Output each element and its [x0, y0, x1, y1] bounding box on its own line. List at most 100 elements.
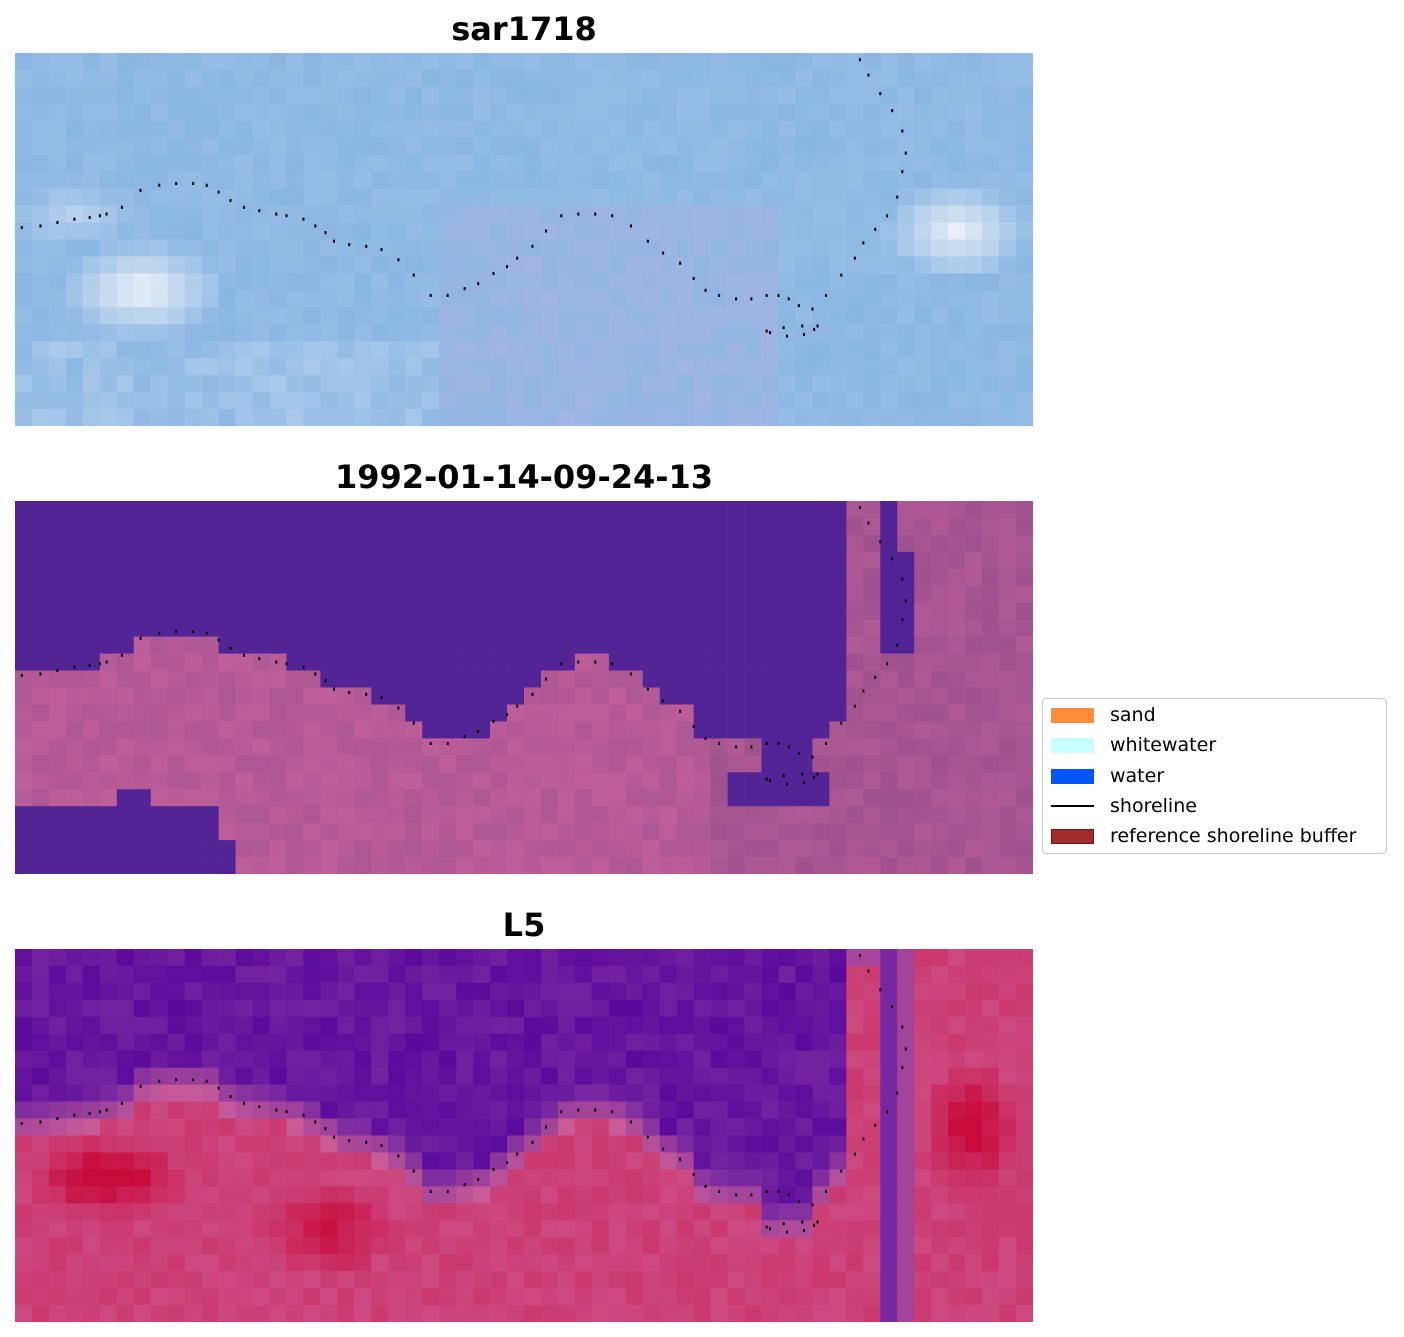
- pixel-cell: [795, 840, 813, 858]
- pixel-cell: [167, 585, 186, 604]
- pixel-cell: [829, 949, 847, 967]
- pixel-cell: [15, 636, 33, 654]
- pixel-cell: [1016, 409, 1033, 426]
- pixel-cell: [82, 392, 101, 410]
- pixel-cell: [269, 636, 287, 654]
- pixel-cell: [965, 1118, 983, 1136]
- pixel-cell: [591, 341, 610, 359]
- pixel-cell: [15, 1135, 33, 1153]
- pixel-cell: [48, 290, 67, 308]
- pixel-cell: [439, 1254, 457, 1272]
- pixel-cell: [863, 501, 881, 519]
- pixel-cell: [82, 772, 101, 790]
- pixel-cell: [574, 1016, 593, 1035]
- pixel-cell: [710, 687, 728, 705]
- pixel-cell: [167, 1067, 186, 1085]
- pixel-cell: [133, 1152, 152, 1170]
- pixel-cell: [540, 222, 559, 240]
- pixel-cell: [320, 137, 338, 156]
- pixel-cell: [269, 687, 287, 705]
- pixel-cell: [591, 69, 610, 88]
- pixel-cell: [524, 86, 542, 105]
- pixel-cell: [608, 1237, 627, 1255]
- pixel-cell: [948, 1186, 966, 1204]
- pixel-cell: [99, 965, 118, 984]
- pixel-cell: [167, 1254, 186, 1272]
- shoreline-dot: [365, 244, 368, 248]
- pixel-cell: [15, 789, 33, 807]
- pixel-cell: [591, 1118, 610, 1136]
- pixel-cell: [184, 704, 202, 722]
- pixel-cell: [863, 53, 881, 71]
- shoreline-dot: [901, 577, 904, 581]
- pixel-cell: [65, 171, 84, 189]
- pixel-cell: [557, 205, 576, 223]
- pixel-cell: [897, 341, 915, 359]
- shoreline-dot: [446, 1189, 449, 1193]
- pixel-cell: [693, 806, 711, 824]
- pixel-cell: [31, 840, 50, 858]
- pixel-cell: [48, 1220, 67, 1238]
- pixel-cell: [659, 222, 678, 240]
- pixel-cell: [473, 188, 491, 206]
- pixel-cell: [473, 1084, 491, 1102]
- pixel-cell: [201, 857, 219, 874]
- pixel-cell: [388, 965, 406, 984]
- pixel-cell: [167, 1203, 186, 1221]
- pixel-cell: [914, 534, 932, 553]
- pixel-cell: [456, 704, 474, 722]
- pixel-cell: [116, 1288, 135, 1306]
- pixel-cell: [286, 256, 304, 274]
- pixel-cell: [982, 755, 1000, 773]
- pixel-cell: [133, 239, 152, 257]
- pixel-cell: [201, 1169, 219, 1187]
- pixel-cell: [744, 704, 762, 722]
- pixel-cell: [422, 171, 440, 189]
- pixel-cell: [235, 999, 253, 1018]
- pixel-cell: [982, 1050, 1000, 1069]
- pixel-cell: [659, 568, 678, 587]
- pixel-cell: [65, 53, 84, 71]
- pixel-cell: [507, 949, 525, 967]
- pixel-cell: [948, 687, 966, 705]
- pixel-cell: [591, 290, 610, 308]
- pixel-cell: [150, 653, 169, 671]
- pixel-cell: [371, 1254, 389, 1272]
- pixel-cell: [524, 965, 542, 984]
- pixel-cell: [405, 120, 423, 139]
- pixel-cell: [439, 619, 457, 637]
- pixel-cell: [625, 86, 644, 105]
- pixel-cell: [388, 1033, 406, 1052]
- pixel-cell: [965, 857, 983, 874]
- pixel-cell: [1016, 704, 1033, 722]
- pixel-cell: [490, 290, 508, 308]
- pixel-cell: [201, 392, 219, 410]
- pixel-cell: [795, 653, 813, 671]
- pixel-cell: [914, 1118, 932, 1136]
- pixel-cell: [133, 392, 152, 410]
- pixel-cell: [184, 86, 202, 105]
- pixel-cell: [490, 999, 508, 1018]
- pixel-cell: [48, 120, 67, 139]
- pixel-cell: [235, 307, 253, 325]
- pixel-cell: [965, 1305, 983, 1322]
- shoreline-dot: [704, 1184, 707, 1188]
- pixel-cell: [422, 823, 440, 841]
- pixel-cell: [48, 949, 67, 967]
- pixel-cell: [524, 806, 542, 824]
- pixel-cell: [1016, 53, 1033, 71]
- pixel-cell: [574, 551, 593, 570]
- pixel-cell: [99, 222, 118, 240]
- pixel-cell: [795, 358, 813, 376]
- pixel-cell: [65, 1067, 84, 1085]
- pixel-cell: [982, 823, 1000, 841]
- pixel-cell: [540, 687, 559, 705]
- pixel-cell: [507, 823, 525, 841]
- pixel-cell: [999, 568, 1017, 587]
- pixel-cell: [591, 721, 610, 739]
- pixel-cell: [710, 1271, 728, 1289]
- pixel-cell: [116, 772, 135, 790]
- pixel-cell: [642, 840, 661, 858]
- pixel-cell: [456, 602, 474, 621]
- pixel-cell: [65, 1237, 84, 1255]
